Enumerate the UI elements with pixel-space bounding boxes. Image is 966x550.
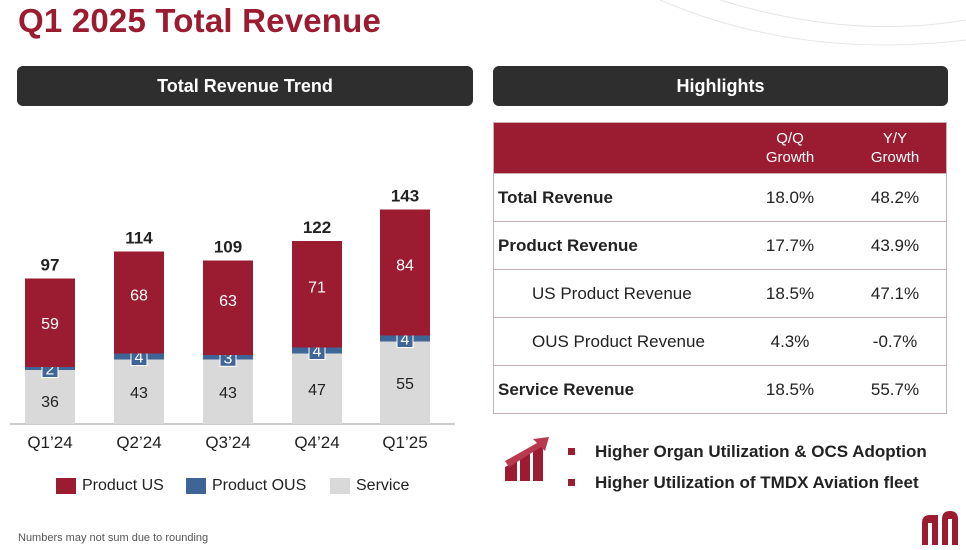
bar-segment-product-us — [25, 278, 75, 367]
cell-qq: 17.7% — [736, 221, 844, 270]
table-row: Service Revenue 18.5% 55.7% — [493, 365, 947, 414]
x-tick-label: Q2’24 — [116, 433, 161, 452]
total-label: 97 — [41, 256, 60, 275]
legend-swatch-product-ous — [186, 478, 206, 494]
value-label-product-ous: 3 — [224, 350, 233, 367]
table-row: Product Revenue 17.7% 43.9% — [493, 221, 947, 270]
cell-qq: 18.0% — [736, 173, 844, 222]
total-label: 109 — [214, 238, 242, 257]
company-logo-icon — [922, 511, 958, 545]
value-label-product-ous: 4 — [401, 332, 410, 349]
table-row: OUS Product Revenue 4.3% -0.7% — [493, 317, 947, 366]
legend-item-service: Service — [330, 477, 409, 495]
page-title: Q1 2025 Total Revenue — [18, 2, 382, 39]
highlights-bullets: Higher Organ Utilization & OCS Adoption … — [568, 436, 927, 498]
bar-segment-service — [203, 359, 253, 424]
table-row: Total Revenue 18.0% 48.2% — [493, 173, 947, 222]
bullet-text: Higher Organ Utilization & OCS Adoption — [595, 441, 927, 461]
footnote: Numbers may not sum due to rounding — [18, 532, 209, 544]
value-label-product-us: 59 — [41, 316, 59, 333]
bar-segment-product-us — [292, 241, 342, 348]
bar-segment-product-us — [203, 260, 253, 355]
cell-yy: 55.7% — [844, 365, 947, 414]
col-header-yy-line1: Y/Y — [882, 130, 908, 147]
value-label-service: 47 — [308, 382, 326, 399]
bar-segment-service — [25, 370, 75, 424]
legend-item-product-us: Product US — [56, 477, 164, 495]
total-label: 114 — [125, 229, 153, 248]
bar-segment-product-us — [114, 251, 164, 354]
legend-swatch-product-us — [56, 478, 76, 494]
row-label-service-revenue: Service Revenue — [493, 365, 736, 414]
value-label-product-us: 63 — [219, 293, 237, 310]
highlights-header: Highlights — [493, 66, 948, 106]
bullet-dot — [568, 448, 575, 455]
bar-segment-service — [292, 353, 342, 424]
legend-label-service: Service — [356, 477, 410, 494]
table-header-row: Q/Q Growth Y/Y Growth — [493, 122, 947, 174]
bullet-dot — [568, 479, 575, 486]
cell-yy: -0.7% — [844, 317, 947, 366]
legend-label-product-ous: Product OUS — [212, 477, 307, 494]
legend-item-product-ous: Product OUS — [186, 477, 306, 495]
row-label-ous-product-revenue: OUS Product Revenue — [493, 317, 736, 366]
total-label: 143 — [391, 187, 419, 206]
cell-yy: 48.2% — [844, 173, 947, 222]
col-header-qq: Q/Q Growth — [736, 122, 844, 174]
col-header-yy: Y/Y Growth — [844, 122, 947, 174]
revenue-bar-chart: 3625997Q1’2443468114Q2’2443363109Q3’2447… — [10, 187, 455, 452]
legend-swatch-service — [330, 478, 350, 494]
bar-segment-service — [114, 359, 164, 424]
row-label-total-revenue: Total Revenue — [493, 173, 736, 222]
value-label-service: 43 — [219, 385, 237, 402]
col-header-qq-line2: Growth — [765, 149, 815, 166]
cell-qq: 4.3% — [736, 317, 844, 366]
cell-yy: 43.9% — [844, 221, 947, 270]
bullet-text: Higher Utilization of TMDX Aviation flee… — [595, 472, 919, 492]
cell-qq: 18.5% — [736, 269, 844, 318]
revenue-trend-header: Total Revenue Trend — [17, 66, 473, 106]
row-label-product-revenue: Product Revenue — [493, 221, 736, 270]
row-label-us-product-revenue: US Product Revenue — [493, 269, 736, 318]
col-header-qq-line1: Q/Q — [776, 130, 804, 147]
cell-yy: 47.1% — [844, 269, 947, 318]
bullet-item: Higher Utilization of TMDX Aviation flee… — [568, 467, 927, 498]
table-header-blank — [493, 122, 736, 174]
highlights-table: Q/Q Growth Y/Y Growth Total Revenue 18.0… — [493, 122, 947, 414]
value-label-product-us: 84 — [396, 258, 414, 275]
growth-chart-icon — [505, 437, 549, 481]
cell-qq: 18.5% — [736, 365, 844, 414]
value-label-product-ous: 2 — [46, 362, 55, 379]
legend-label-product-us: Product US — [82, 477, 164, 494]
bullet-item: Higher Organ Utilization & OCS Adoption — [568, 436, 927, 467]
col-header-yy-line2: Growth — [870, 149, 920, 166]
background-arcs — [659, 0, 966, 46]
value-label-product-ous: 4 — [313, 344, 322, 361]
value-label-product-us: 71 — [308, 279, 326, 296]
x-tick-label: Q1’24 — [27, 433, 72, 452]
table-row: US Product Revenue 18.5% 47.1% — [493, 269, 947, 318]
value-label-product-ous: 4 — [135, 350, 144, 367]
x-tick-label: Q4’24 — [294, 433, 339, 452]
bar-segment-service — [380, 341, 430, 424]
x-tick-label: Q1’25 — [382, 433, 427, 452]
total-label: 122 — [303, 218, 331, 237]
value-label-service: 36 — [41, 394, 59, 411]
value-label-service: 43 — [130, 385, 148, 402]
bar-segment-product-us — [380, 209, 430, 336]
value-label-product-us: 68 — [130, 288, 148, 305]
value-label-service: 55 — [396, 376, 414, 393]
x-tick-label: Q3’24 — [205, 433, 250, 452]
